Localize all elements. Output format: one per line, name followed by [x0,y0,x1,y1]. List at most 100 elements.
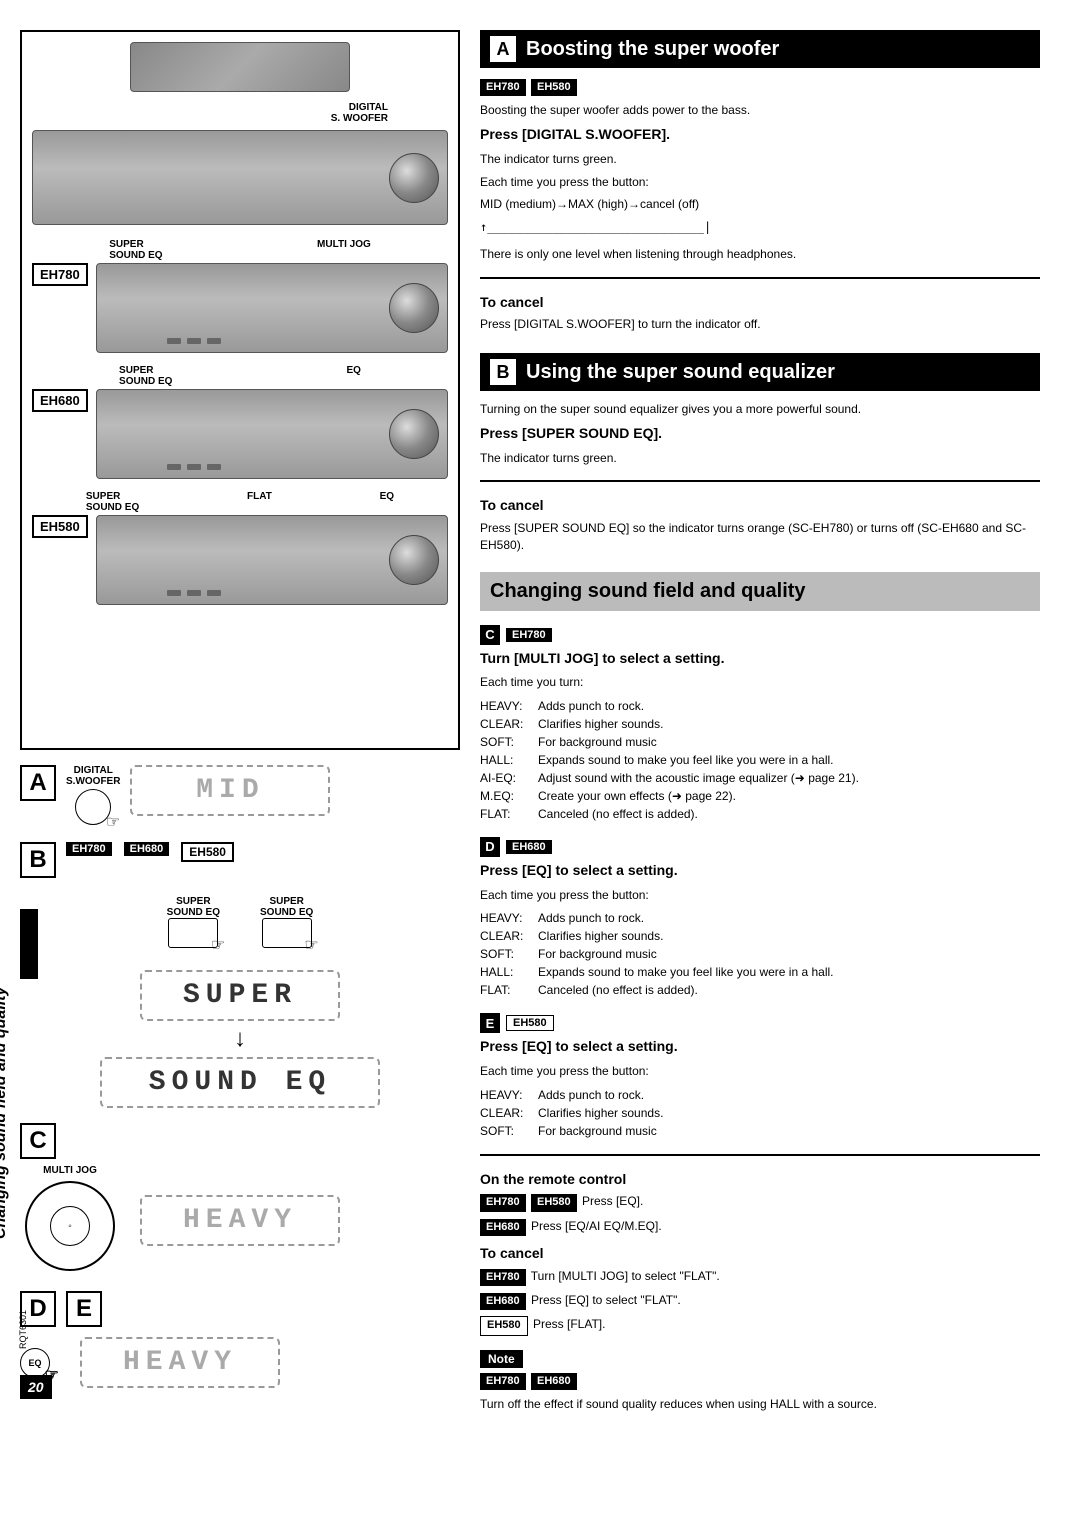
section-a-line2: Each time you press the button: [480,174,1040,191]
step-letter-b: B [20,842,56,878]
remote-r1-text: Press [EQ]. [582,1194,643,1208]
step-c-marker: C EH780 [480,625,1040,645]
device-top-illustration [130,42,350,92]
rect-button-icon [262,918,312,948]
vertical-section-label: Changing sound field and quality [0,987,10,1239]
remote-r1: EH780 EH580 Press [EQ]. [480,1193,1040,1211]
jog-label: MULTI JOG [20,1165,120,1176]
left-column: DIGITAL S. WOOFER SUPER SOUND EQ MULTI J… [20,30,460,1419]
display-heavy-de: HEAVY [80,1337,280,1388]
jog-wheel-icon: ◦ [25,1181,115,1271]
remote-c1-text: Turn [MULTI JOG] to select "FLAT". [531,1269,720,1283]
arrow-down-icon: ↓ [234,1025,246,1053]
step-a-btn-label: DIGITAL S.WOOFER [66,765,120,787]
badge: EH780 [480,79,526,96]
list-item: SOFT:For background music [480,1122,1040,1140]
section-a-cancel-h: To cancel [480,293,1040,313]
step-d-letter: D [480,837,500,857]
panel-knob-icon [389,409,439,459]
list-item: HEAVY:Adds punch to rock. [480,1086,1040,1104]
list-item: CLEAR:Clarifies higher sounds. [480,927,1040,945]
sec-e-list: HEAVY:Adds punch to rock.CLEAR:Clarifies… [480,1086,1040,1140]
step-letter-e: E [66,1291,102,1327]
list-item: CLEAR:Clarifies higher sounds. [480,1104,1040,1122]
remote-cancel-h: To cancel [480,1244,1040,1264]
section-a-line1: The indicator turns green. [480,151,1040,168]
note-text: Turn off the effect if sound quality red… [480,1396,1040,1413]
section-a-press: Press [DIGITAL S.WOOFER]. [480,125,1040,145]
panel-knob-icon [389,153,439,203]
section-b-line1: The indicator turns green. [480,450,1040,467]
divider [480,1154,1040,1156]
model-label-eh580: EH580 [32,515,88,538]
step-letter-a: A [20,765,56,801]
panel-knob-icon [389,283,439,333]
section-a-line4: ↑______________________________| [480,219,1040,236]
labels-row-eh580: SUPER SOUND EQ FLAT EQ [32,491,448,513]
list-item: FLAT:Canceled (no effect is added). [480,805,1040,823]
section-a-note: There is only one level when listening t… [480,246,1040,263]
badge: EH580 [531,1194,577,1211]
badge: EH780 [506,628,552,642]
step-e-marker: E EH580 [480,1013,1040,1033]
divider [480,277,1040,279]
model-label-eh680: EH680 [32,389,88,412]
device-row-eh780: EH780 [32,263,448,353]
sec-d-lead: Each time you press the button: [480,887,1040,904]
page-number: 20 [20,1375,52,1399]
sec-e-lead: Each time you press the button: [480,1063,1040,1080]
step-d-marker: D EH680 [480,837,1040,857]
sec-c-lead: Each time you turn: [480,674,1040,691]
step-letter-c: C [20,1123,56,1159]
step-c-row: C [20,1123,460,1159]
label-eq: EQ [346,365,360,387]
sec-c-press: Turn [MULTI JOG] to select a setting. [480,649,1040,669]
list-item: HALL:Expands sound to make you feel like… [480,751,1040,769]
badge: EH780 [480,1373,526,1390]
device-panel-eh680 [96,389,448,479]
device-panel-eh580 [96,515,448,605]
display-sound-eq: SOUND EQ [100,1057,380,1108]
section-b-letter: B [490,359,516,385]
remote-r2: EH680 Press [EQ/AI EQ/M.EQ]. [480,1218,1040,1236]
label-super-sound-eq-3: SUPER SOUND EQ [86,491,139,513]
remote-c3-text: Press [FLAT]. [533,1317,605,1331]
list-item: M.EQ:Create your own effects (➜ page 22)… [480,787,1040,805]
badge: EH680 [531,1373,577,1390]
section-b-cancel-h: To cancel [480,496,1040,516]
badge: EH580 [531,79,577,96]
side-black-tab [20,909,38,979]
section-a-cancel-t: Press [DIGITAL S.WOOFER] to turn the ind… [480,316,1040,333]
step-c-letter: C [480,625,500,645]
badge-outline: EH580 [506,1015,554,1031]
sec-e-press: Press [EQ] to select a setting. [480,1037,1040,1057]
remote-heading: On the remote control [480,1170,1040,1190]
step-b-row: B EH780 EH680 EH580 SUPER SOUND EQ SUPER… [20,842,460,1108]
list-item: CLEAR:Clarifies higher sounds. [480,715,1040,733]
label-super-sound-eq-1: SUPER SOUND EQ [109,239,162,261]
jog-illustration: MULTI JOG ◦ [20,1165,120,1276]
badge-outline: EH580 [480,1316,528,1335]
section-b-intro: Turning on the super sound equalizer giv… [480,401,1040,418]
right-column: A Boosting the super woofer EH780 EH580 … [480,30,1040,1419]
display-heavy-c: HEAVY [140,1195,340,1246]
badge: EH780 [480,1194,526,1211]
section-a-line3: MID (medium)→MAX (high)→cancel (off) [480,196,1040,213]
remote-c3: EH580 Press [FLAT]. [480,1316,1040,1335]
remote-r2-text: Press [EQ/AI EQ/M.EQ]. [531,1219,662,1233]
badge-eh580-outline: EH580 [181,842,234,862]
remote-c2-text: Press [EQ] to select "FLAT". [531,1293,681,1307]
display-mid: MID [130,765,330,816]
section-b-header: B Using the super sound equalizer [480,353,1040,391]
sec-c-list: HEAVY:Adds punch to rock.CLEAR:Clarifies… [480,697,1040,823]
list-item: HEAVY:Adds punch to rock. [480,697,1040,715]
step-e-letter: E [480,1013,500,1033]
list-item: AI-EQ:Adjust sound with the acoustic ima… [480,769,1040,787]
step-b-btn2-label: SUPER SOUND EQ [260,896,313,918]
sec-d-list: HEAVY:Adds punch to rock.CLEAR:Clarifies… [480,909,1040,999]
divider [480,480,1040,482]
section-b-press: Press [SUPER SOUND EQ]. [480,424,1040,444]
list-item: SOFT:For background music [480,945,1040,963]
step-de-row: D E [20,1291,460,1327]
badge: EH680 [480,1293,526,1310]
